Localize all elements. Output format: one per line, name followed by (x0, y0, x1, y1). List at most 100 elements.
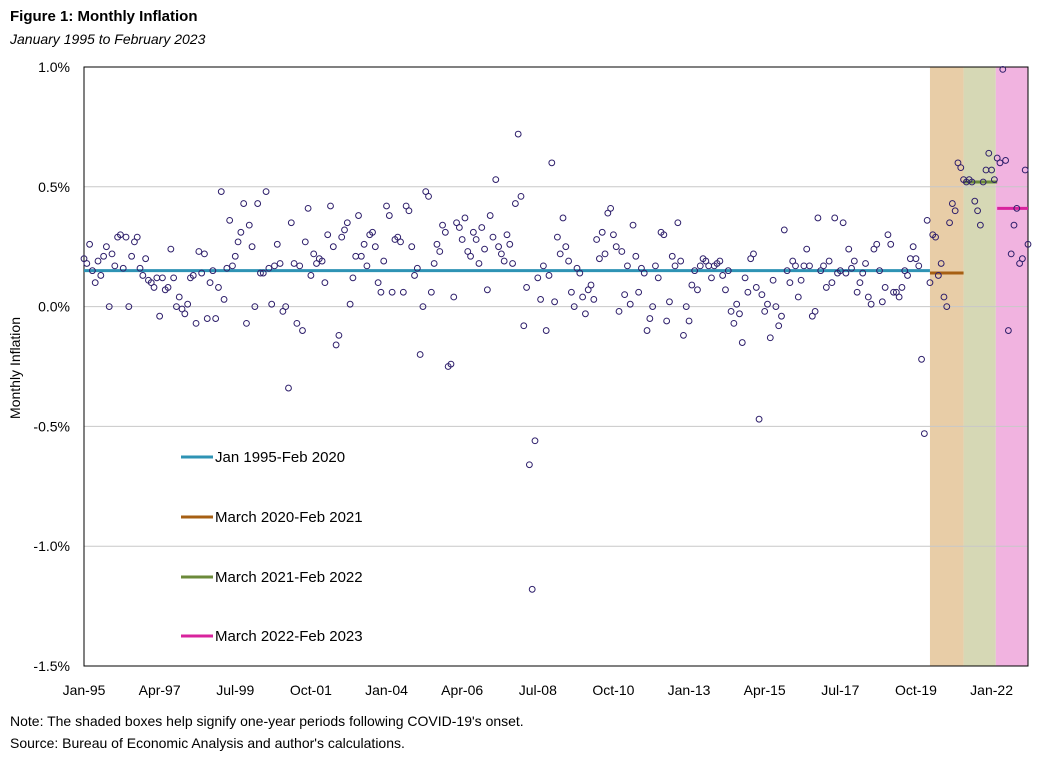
data-point (568, 288, 575, 296)
data-point (890, 288, 897, 296)
data-point (282, 303, 290, 311)
data-point (548, 159, 556, 167)
data-point (862, 260, 869, 267)
gridlines (84, 186, 1028, 547)
data-point (624, 262, 631, 270)
figure-title: Figure 1: Monthly Inflation (10, 8, 198, 25)
data-point (694, 286, 701, 294)
data-point (271, 262, 278, 270)
y-tick-label: -0.5% (33, 418, 70, 434)
data-point (198, 269, 206, 277)
data-point (483, 286, 491, 294)
data-point (918, 355, 925, 363)
data-point (797, 276, 805, 284)
shaded-period-2 (963, 67, 996, 666)
data-point (831, 214, 839, 222)
data-point (537, 296, 544, 303)
data-point (128, 252, 136, 260)
data-point (674, 219, 682, 227)
data-point (534, 274, 542, 282)
data-point (792, 262, 799, 270)
data-point (167, 245, 175, 253)
data-point (618, 248, 626, 255)
data-point (201, 250, 208, 258)
data-point (142, 255, 150, 263)
data-point (503, 231, 511, 239)
data-point (755, 415, 763, 423)
data-point (397, 238, 404, 246)
data-point (822, 284, 830, 291)
legend: Jan 1995-Feb 2020 March 2020-Feb 2021 Marc… (181, 449, 363, 645)
data-point (486, 212, 494, 219)
data-point (635, 288, 643, 296)
data-point (262, 188, 270, 195)
data-point (223, 264, 231, 272)
plot-area-frame (83, 66, 1029, 667)
x-tick-label: Apr-97 (139, 682, 181, 698)
data-point (355, 212, 362, 219)
data-point (632, 252, 640, 260)
figure-note: Note: The shaded boxes help signify one-… (10, 713, 524, 729)
data-point (758, 291, 766, 299)
data-point (612, 243, 620, 251)
data-point (229, 262, 236, 270)
data-point (859, 269, 867, 277)
data-point (814, 214, 822, 222)
data-point (1021, 166, 1029, 174)
shaded-period-1 (929, 67, 964, 666)
data-point (192, 319, 200, 327)
data-point (511, 200, 519, 207)
data-point (934, 272, 942, 279)
data-point (296, 262, 304, 270)
data-point (159, 274, 166, 282)
data-point (329, 243, 337, 251)
data-point (103, 243, 110, 251)
data-point (528, 585, 536, 593)
data-point (212, 315, 220, 322)
data-point (772, 303, 780, 311)
data-point (884, 231, 892, 239)
data-point (136, 264, 144, 272)
data-point (946, 219, 953, 227)
data-point (525, 461, 533, 469)
data-point (778, 312, 785, 320)
data-point (979, 178, 987, 186)
data-point (184, 300, 192, 308)
data-point (385, 212, 393, 219)
data-point (845, 245, 853, 253)
data-point (999, 65, 1007, 73)
data-point (338, 233, 346, 241)
y-tick-label: 1.0% (38, 59, 70, 75)
x-tick-label: Jul-17 (821, 682, 859, 698)
data-point (352, 252, 360, 260)
data-point (786, 279, 794, 287)
data-point (226, 216, 234, 224)
legend-label-3: March 2021-Feb 2022 (215, 569, 363, 586)
data-point (775, 322, 783, 330)
data-point (343, 219, 351, 227)
data-point (265, 264, 273, 272)
data-point (677, 257, 685, 265)
data-point (290, 260, 298, 267)
data-point (469, 228, 477, 236)
shaded-period-3 (995, 67, 1028, 666)
data-point (310, 250, 318, 258)
data-point (1018, 255, 1026, 263)
data-point (626, 300, 634, 308)
figure-subtitle: January 1995 to February 2023 (10, 31, 206, 47)
data-point (520, 322, 528, 330)
data-point (621, 291, 629, 299)
data-point (769, 276, 777, 284)
data-point (380, 257, 388, 265)
data-point (923, 216, 931, 224)
data-point (324, 231, 332, 239)
data-points (80, 65, 1032, 593)
data-point (542, 327, 550, 334)
x-tick-label: Jan-04 (365, 682, 408, 698)
data-point (234, 238, 242, 246)
data-point (425, 192, 432, 200)
figure-source: Source: Bureau of Economic Analysis and … (10, 735, 405, 751)
data-point (341, 226, 348, 234)
data-point (593, 236, 601, 243)
data-point (867, 300, 875, 308)
